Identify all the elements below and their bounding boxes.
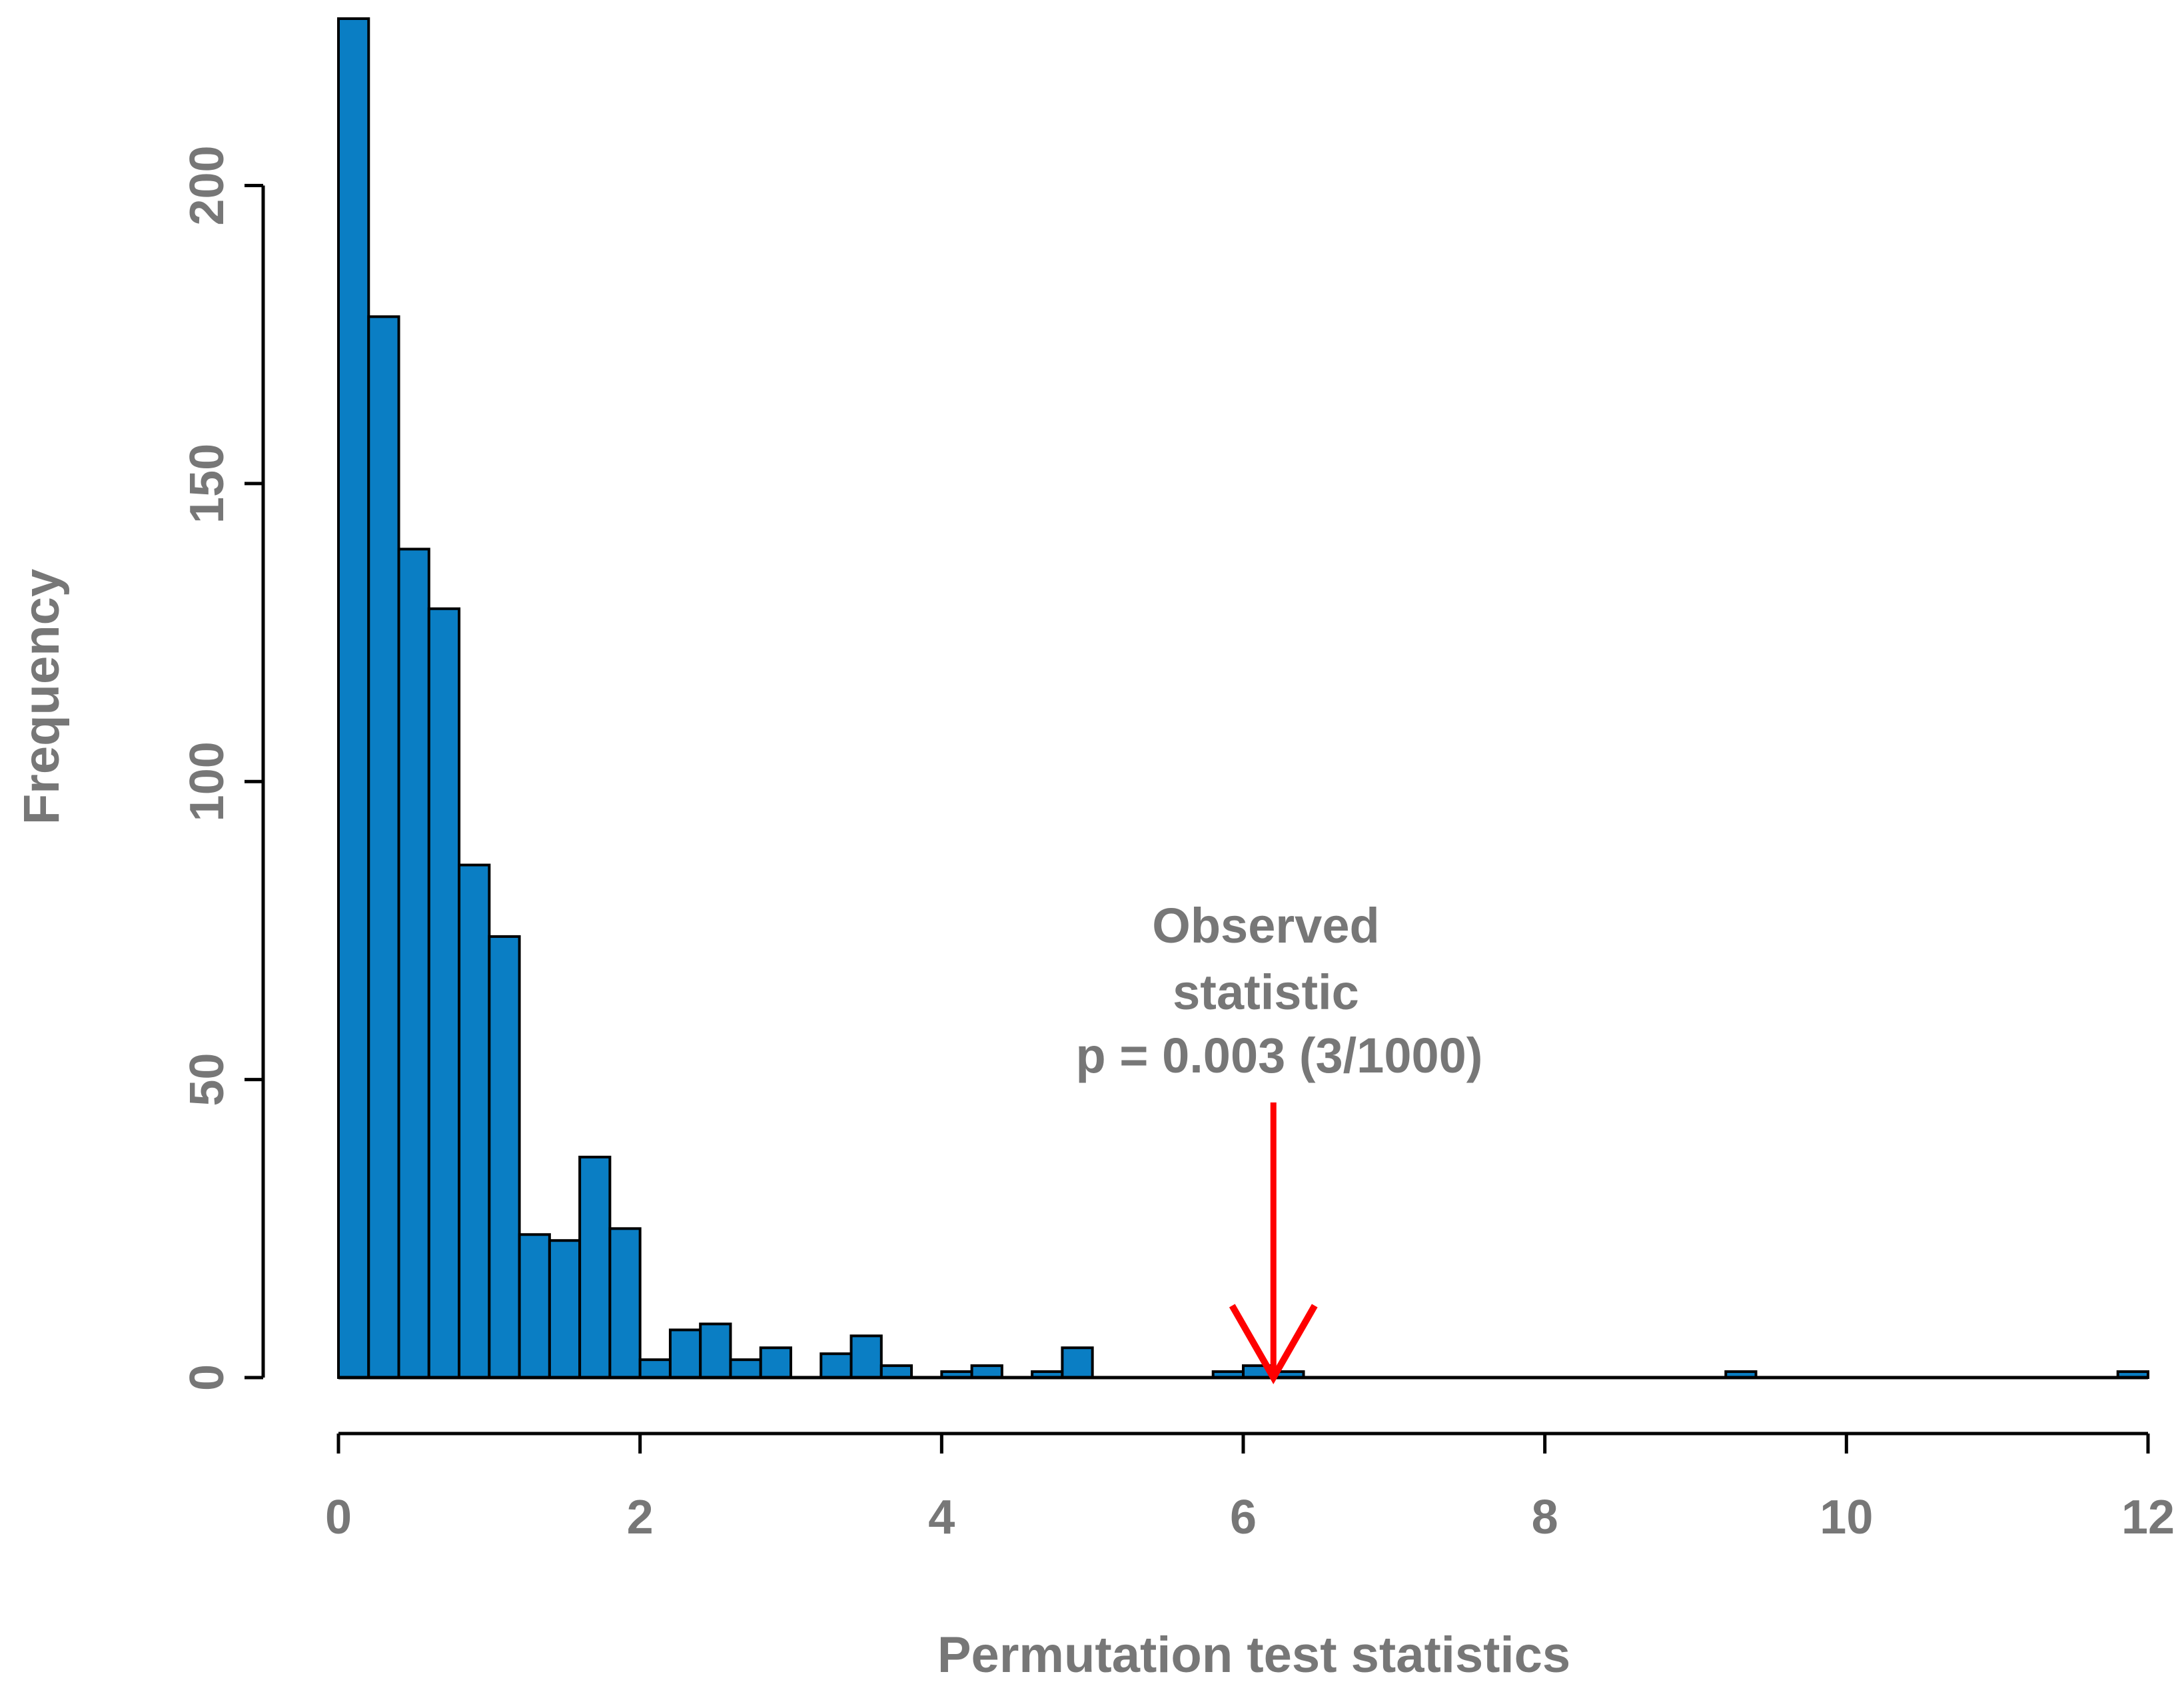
annotation-line-3: p = 0.003 (3/1000): [1076, 1028, 1483, 1083]
x-tick-label: 4: [928, 1491, 955, 1544]
x-tick-label: 6: [1230, 1491, 1257, 1544]
bar: [849, 1334, 883, 1379]
x-axis: 0 2 4 6 8 10 12: [325, 1432, 2175, 1544]
y-axis: 0 50 100 150 200: [181, 145, 265, 1391]
bar: [518, 1233, 551, 1380]
y-tick-label: 200: [181, 145, 234, 225]
bar: [608, 1227, 642, 1379]
bar: [638, 1358, 672, 1379]
x-tick-label: 10: [1820, 1491, 1873, 1544]
bar: [488, 935, 521, 1380]
x-tick-label: 2: [627, 1491, 654, 1544]
bar: [337, 17, 370, 1379]
bars-group: [337, 17, 2150, 1380]
bar: [699, 1322, 732, 1379]
bar: [729, 1358, 762, 1379]
y-tick-label: 100: [181, 741, 234, 821]
arrow-head: [1229, 1304, 1318, 1385]
bar: [759, 1346, 792, 1380]
bar: [970, 1364, 1003, 1379]
bar: [1061, 1346, 1094, 1380]
x-tick-label: 8: [1532, 1491, 1558, 1544]
x-tick-label: 12: [2121, 1491, 2175, 1544]
bar: [548, 1239, 582, 1380]
bar: [458, 863, 491, 1380]
bar: [879, 1364, 913, 1379]
bar: [578, 1155, 612, 1380]
bar: [668, 1328, 702, 1379]
bar: [367, 315, 400, 1379]
x-tick-label: 0: [325, 1491, 352, 1544]
y-tick-label: 50: [181, 1053, 234, 1106]
bar: [427, 607, 461, 1380]
bar: [397, 548, 430, 1379]
x-axis-title: Permutation test statistics: [937, 1627, 1570, 1683]
annotation-line-1: Observed: [1152, 898, 1379, 953]
y-tick-label: 150: [181, 444, 234, 524]
annotation-line-2: statistic: [1173, 965, 1359, 1020]
y-axis-title: Frequency: [13, 569, 70, 825]
bar: [819, 1352, 853, 1380]
y-tick-label: 0: [181, 1364, 234, 1391]
observed-arrow: [1229, 1102, 1318, 1385]
